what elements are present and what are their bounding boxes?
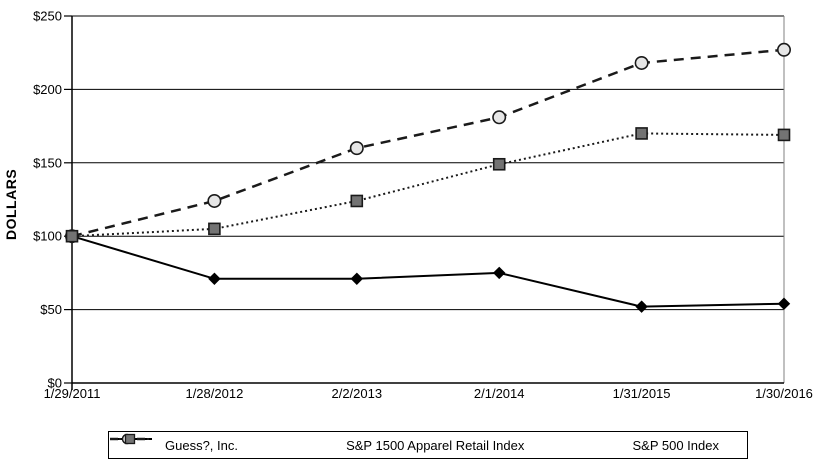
x-tick-label: 1/31/2015 (613, 386, 671, 401)
square-marker (777, 128, 791, 142)
legend-label-guess: Guess?, Inc. (165, 437, 238, 453)
diamond-marker (777, 297, 791, 310)
x-tick-label: 1/28/2012 (185, 386, 243, 401)
diamond-marker (635, 300, 648, 313)
x-tick-label: 2/2/2013 (331, 386, 382, 401)
legend-box: Guess?, Inc. S&P 1500 Apparel Retail Ind… (108, 431, 748, 459)
y-tick-label: $200 (33, 82, 62, 97)
x-tick-label: 1/30/2016 (755, 386, 813, 401)
square-marker (65, 229, 79, 243)
y-tick-label: $250 (33, 9, 62, 24)
dotted-line-square-sample-icon (110, 433, 150, 445)
circle-marker (207, 193, 222, 208)
y-tick-label: $50 (40, 302, 62, 317)
square-marker (208, 222, 221, 236)
y-axis-title: DOLLARS (3, 168, 19, 240)
y-tick-label: $100 (33, 229, 62, 244)
series-line-diamond (71, 235, 785, 308)
square-marker (492, 157, 506, 171)
square-marker (350, 194, 364, 208)
circle-marker (349, 141, 364, 156)
legend-item-sp1500: S&P 1500 Apparel Retail Index (110, 433, 525, 453)
y-tick-label: $150 (33, 155, 62, 170)
legend-label-sp500: S&P 500 Index (632, 437, 719, 453)
legend-label-sp1500: S&P 1500 Apparel Retail Index (346, 437, 525, 453)
y-tick-label: $0 (48, 376, 62, 391)
legend-item-sp500: S&P 500 Index (110, 433, 719, 453)
series-line-circle (71, 48, 785, 238)
x-tick-label: 2/1/2014 (474, 386, 525, 401)
series-line-square (71, 132, 785, 238)
circle-marker (634, 55, 649, 70)
circle-marker (492, 110, 507, 125)
legend-item-guess: Guess?, Inc. (110, 434, 238, 453)
square-marker (635, 127, 648, 140)
diamond-marker (350, 272, 364, 285)
circle-marker (776, 42, 791, 57)
diamond-marker (492, 266, 506, 280)
x-tick-label: 1/29/2011 (44, 386, 101, 401)
diamond-marker (208, 272, 221, 285)
